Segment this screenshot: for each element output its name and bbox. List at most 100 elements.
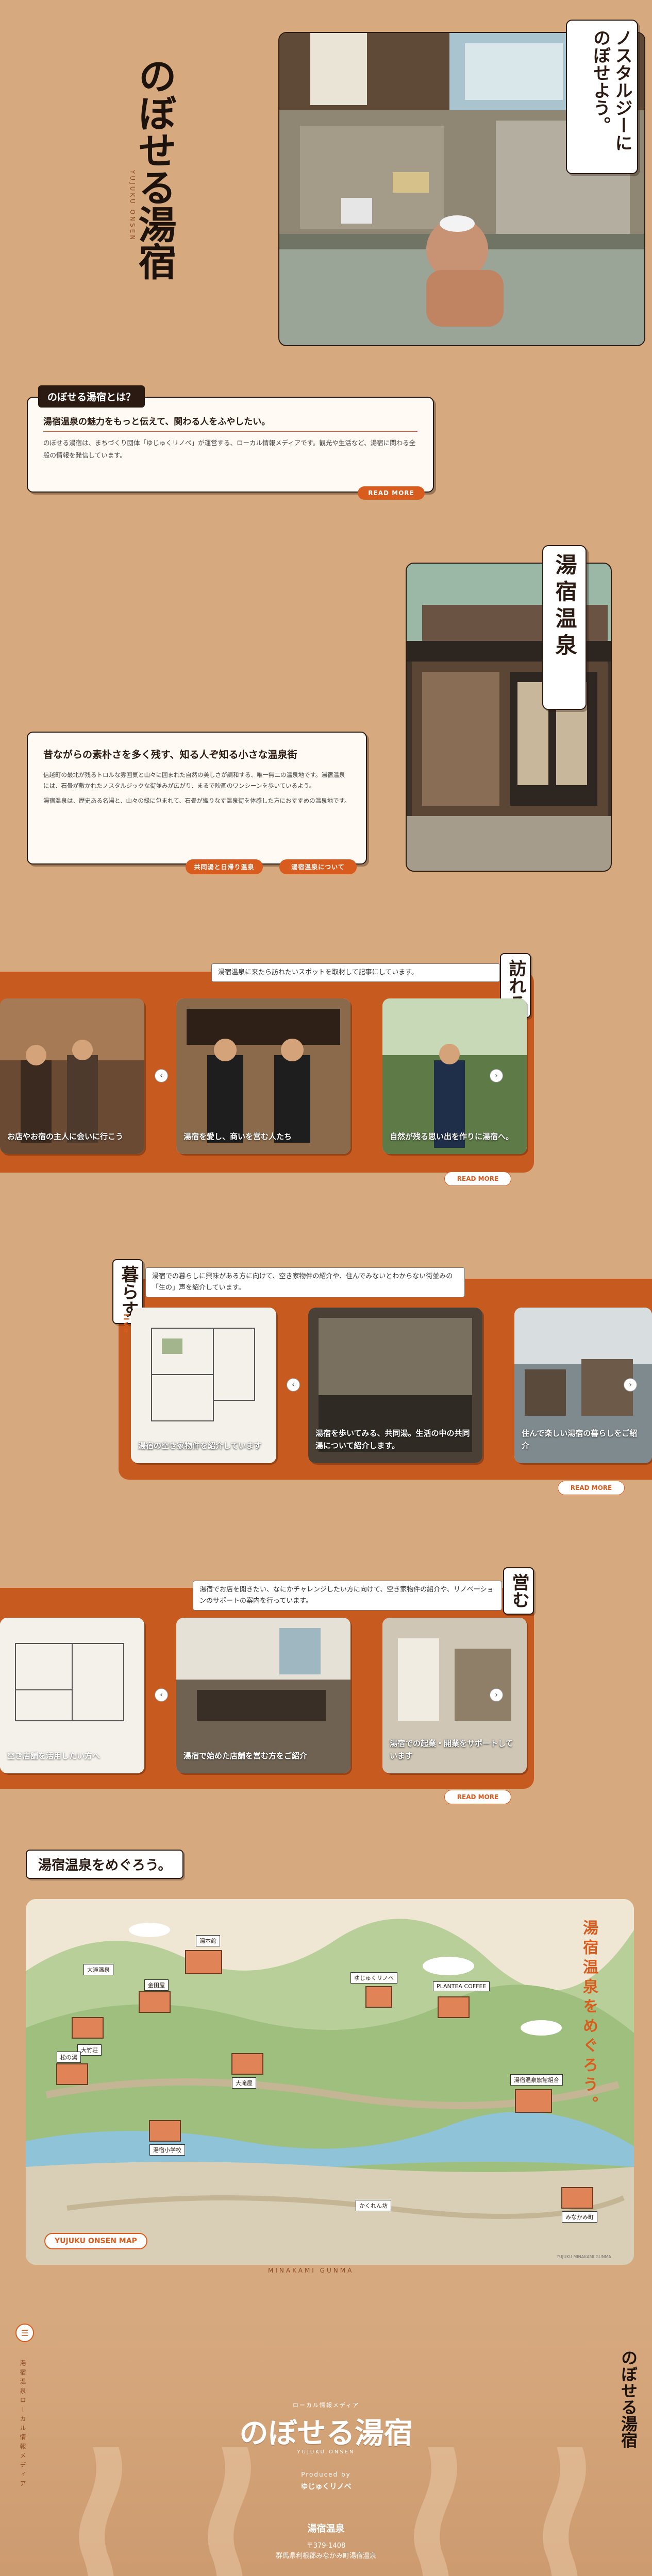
- map-section: 湯宿温泉をめぐろう。 大滝温泉 湯本館 金田屋 大竹荘: [0, 1839, 652, 2334]
- visit-slide-1[interactable]: お店やお宿の主人に会いに行こう: [0, 998, 144, 1154]
- map-label-8[interactable]: 湯宿小学校: [149, 2144, 185, 2156]
- onsen-card: 昔ながらの素朴さを多く残す、知る人ぞ知る小さな温泉街 信越町の最北が残るトロルな…: [27, 732, 367, 865]
- chevron-right-icon: ›: [495, 1072, 498, 1080]
- about-section: 湯宿温泉の魅力をもっと伝えて、関わる人をふやしたい。 のぼせる湯宿は、まちづくり…: [0, 376, 652, 510]
- footer-steam-decoration: [79, 2447, 586, 2576]
- work-slide-1-image: [0, 1618, 144, 1773]
- live-slide-2-image: [308, 1308, 482, 1463]
- map-label-5[interactable]: ゆじゅくリノベ: [350, 1972, 397, 1984]
- footer-side-logo[interactable]: のぼせる湯宿: [618, 2349, 638, 2448]
- chevron-right-icon: ›: [495, 1691, 498, 1699]
- map-label-2[interactable]: 湯本館: [196, 1935, 220, 1946]
- about-body: のぼせる湯宿は、まちづくり団体「ゆじゅくリノベ」が運営する、ローカル情報メディア…: [43, 439, 416, 459]
- visit-slide-3[interactable]: 自然が残る思い出を作りに湯宿へ。: [382, 998, 527, 1154]
- map-label-1[interactable]: 大滝温泉: [83, 1964, 113, 1975]
- kyodoyu-button[interactable]: 共同湯と日帰り温泉: [186, 859, 263, 874]
- footer-small: ローカル情報メディア: [292, 2402, 360, 2409]
- chevron-right-icon: ›: [629, 1381, 632, 1389]
- work-intro: 湯宿でお店を開きたい、なにかチャレンジしたい方に向けて、空き家物件の紹介や、リノ…: [193, 1581, 502, 1611]
- map-title-text: 湯宿温泉をめぐろう。: [38, 1858, 172, 1873]
- footer-vertical-left: 湯宿温泉ローカル情報メディア: [19, 2360, 26, 2489]
- site-logo[interactable]: のぼせる湯宿: [132, 57, 176, 279]
- map-label-12[interactable]: かくれん坊: [356, 2200, 391, 2211]
- map-frame[interactable]: 大滝温泉 湯本館 金田屋 大竹荘 ゆじゅくリノベ PLANTEA COFFEE …: [26, 1899, 634, 2265]
- map-label-4[interactable]: 大竹荘: [77, 2044, 102, 2056]
- chevron-left-icon: ‹: [292, 1381, 295, 1389]
- live-slide-2-caption: 湯宿を歩いてみる、共同湯。生活の中の共同湯について紹介します。: [315, 1429, 470, 1450]
- map-vertical-title: 湯宿温泉をめぐろう。: [580, 1920, 598, 2115]
- onsen-body-1: 信越町の最北が残るトロルな雰囲気と山々に囲まれた自然の美しさが調和する、唯一無二…: [43, 771, 345, 790]
- onsen-vertical-title: 湯宿温泉: [542, 545, 587, 710]
- site-logo-sub: YUJUKU ONSEN: [129, 170, 136, 242]
- visit-next-button[interactable]: ›: [490, 1069, 503, 1082]
- map-label-9[interactable]: 湯宿温泉旅館組合: [510, 2074, 563, 2086]
- work-slide-2-image: [176, 1618, 350, 1773]
- live-slide-2[interactable]: 湯宿を歩いてみる、共同湯。生活の中の共同湯について紹介します。: [308, 1308, 482, 1463]
- live-next-button[interactable]: ›: [624, 1378, 637, 1392]
- map-label-3[interactable]: 金田屋: [144, 1979, 169, 1991]
- onsen-lead: 昔ながらの素朴さを多く残す、知る人ぞ知る小さな温泉街: [43, 749, 297, 760]
- work-slide-3-caption: 湯宿での起業・開業をサポートしています: [390, 1739, 513, 1760]
- footer-logo-sub: YUJUKU ONSEN: [297, 2449, 355, 2455]
- live-read-more-button[interactable]: READ MORE: [558, 1481, 625, 1495]
- map-title: 湯宿温泉をめぐろう。: [26, 1850, 184, 1879]
- about-card: 湯宿温泉の魅力をもっと伝えて、関わる人をふやしたい。 のぼせる湯宿は、まちづくり…: [27, 397, 434, 493]
- footer-org: 湯宿温泉: [307, 2523, 345, 2534]
- visit-slide-2-image: [176, 998, 350, 1154]
- chevron-left-icon: ‹: [160, 1072, 163, 1080]
- onsen-vertical-title-text: 湯宿温泉: [552, 553, 577, 660]
- live-section: 湯宿での暮らしに興味がある方に向けて、空き家物件の紹介や、住んでみないとわからな…: [0, 1247, 652, 1504]
- onsen-section: 湯宿温泉 昔ながらの素朴さを多く残す、知る人ぞ知る小さな温泉街 信越町の最北が残…: [0, 545, 652, 886]
- work-next-button[interactable]: ›: [490, 1688, 503, 1702]
- footer-produced-label: Produced by: [301, 2471, 351, 2478]
- visit-slide-3-caption: 自然が残る思い出を作りに湯宿へ。: [390, 1132, 514, 1141]
- live-intro: 湯宿での暮らしに興味がある方に向けて、空き家物件の紹介や、住んでみないとわからな…: [145, 1267, 465, 1298]
- hero-catch-text: ノスタルジーにのぼせよう。: [590, 29, 633, 151]
- hamburger-icon: ☰: [21, 2328, 29, 2338]
- onsen-body-2: 湯宿温泉は、歴史ある名湯と、山々の緑に包まれて、石畳が織りなす温泉街を体感した方…: [43, 796, 350, 804]
- work-title: 営む: [503, 1567, 534, 1615]
- map-label-11[interactable]: 大滝屋: [232, 2077, 256, 2089]
- map-label-7[interactable]: 松の湯: [57, 2052, 81, 2063]
- visit-slide-1-caption: お店やお宿の主人に会いに行こう: [7, 1132, 124, 1141]
- live-slide-1[interactable]: 湯宿の空き家物件を紹介しています: [131, 1308, 276, 1463]
- about-read-more-button[interactable]: READ MORE: [358, 486, 425, 500]
- map-label-10[interactable]: みなかみ町: [562, 2211, 597, 2223]
- live-prev-button[interactable]: ‹: [287, 1378, 300, 1392]
- work-slide-3-image: [382, 1618, 527, 1773]
- footer-zip: 〒379-1408: [306, 2542, 346, 2550]
- map-illustration: [26, 1899, 634, 2265]
- footer-address: 群馬県利根郡みなかみ町湯宿温泉: [275, 2552, 376, 2560]
- visit-intro: 湯宿温泉に来たら訪れたいスポットを取材して記事にしています。: [211, 963, 500, 982]
- work-slide-2-caption: 湯宿で始めた店舗を営む方をご紹介: [183, 1751, 308, 1760]
- visit-read-more-button[interactable]: READ MORE: [444, 1172, 511, 1186]
- hero: のぼせる湯宿 YUJUKU ONSEN ノスタルジーにのぼせよう。: [0, 0, 652, 371]
- visit-slide-1-image: [0, 998, 144, 1154]
- work-slide-3[interactable]: 湯宿での起業・開業をサポートしています: [382, 1618, 527, 1773]
- footer: ☰ 湯宿温泉ローカル情報メディア のぼせる湯宿 ローカル情報メディア のぼせる湯…: [0, 2318, 652, 2576]
- map-label-6[interactable]: PLANTEA COFFEE: [433, 1981, 490, 1991]
- visit-prev-button[interactable]: ‹: [155, 1069, 168, 1082]
- about-onsen-button[interactable]: 湯宿温泉について: [279, 859, 357, 874]
- about-title: のぼせる湯宿とは？: [38, 385, 145, 408]
- visit-slide-2-caption: 湯宿を愛し、商いを営む人たち: [183, 1132, 292, 1141]
- menu-button[interactable]: ☰: [15, 2324, 34, 2342]
- footer-produced-by[interactable]: ゆじゅくリノベ: [300, 2483, 352, 2491]
- visit-slide-2[interactable]: 湯宿を愛し、商いを営む人たち: [176, 998, 350, 1154]
- live-sub: live: [122, 1314, 130, 1335]
- work-slide-1[interactable]: 空き店舗を活用したい方へ: [0, 1618, 144, 1773]
- about-title-text: のぼせる湯宿とは？: [47, 392, 136, 403]
- work-read-more-button[interactable]: READ MORE: [444, 1790, 511, 1804]
- work-section: 湯宿でお店を開きたい、なにかチャレンジしたい方に向けて、空き家物件の紹介や、リノ…: [0, 1556, 652, 1814]
- work-slide-1-caption: 空き店舗を活用したい方へ: [7, 1751, 101, 1760]
- live-slide-3-caption: 住んで楽しい湯宿の暮らしをご紹介: [522, 1429, 638, 1450]
- map-credit: YUJUKU MINAKAMI GUNMA: [557, 2255, 611, 2259]
- work-prev-button[interactable]: ‹: [155, 1688, 168, 1702]
- footer-logo[interactable]: のぼせる湯宿: [239, 2416, 413, 2450]
- chevron-left-icon: ‹: [160, 1691, 163, 1699]
- map-footer-note: MINAKAMI GUNMA: [268, 2267, 354, 2274]
- map-badge[interactable]: YUJUKU ONSEN MAP: [44, 2233, 147, 2249]
- live-slide-1-image: [131, 1308, 276, 1463]
- live-slide-1-caption: 湯宿の空き家物件を紹介しています: [138, 1441, 262, 1450]
- work-slide-2[interactable]: 湯宿で始めた店舗を営む方をご紹介: [176, 1618, 350, 1773]
